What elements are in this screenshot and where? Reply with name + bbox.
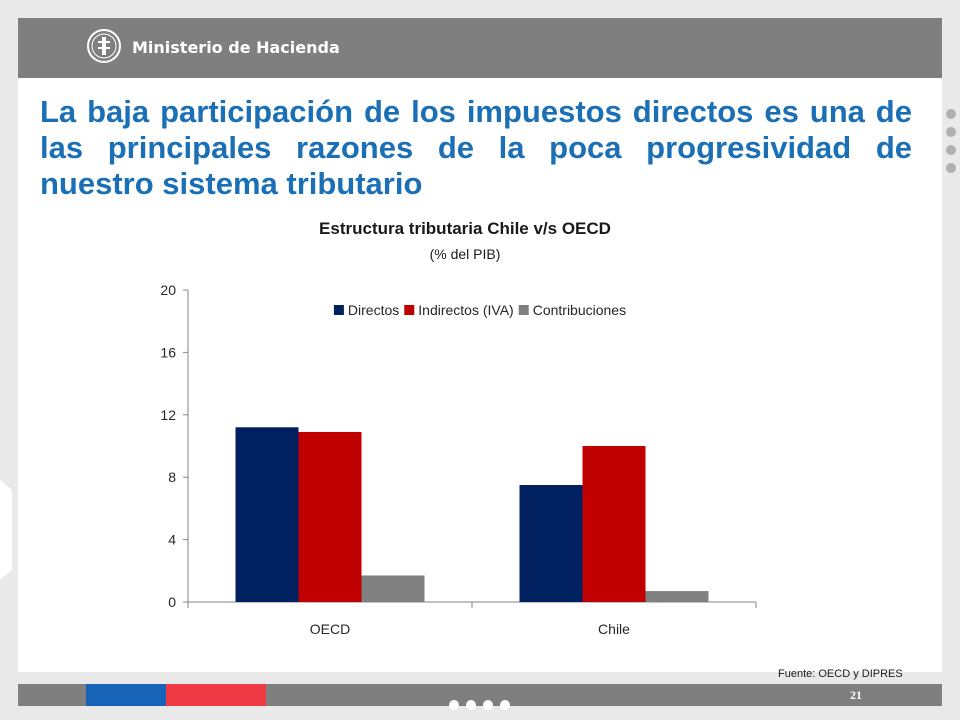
y-tick-label: 16	[160, 344, 176, 360]
x-tick-label: OECD	[310, 621, 350, 637]
bar	[645, 591, 709, 602]
y-tick-label: 20	[160, 282, 176, 298]
side-dots-decoration	[946, 109, 956, 173]
left-tab-decoration	[0, 480, 12, 580]
legend-label: Indirectos (IVA)	[418, 302, 513, 318]
ministry-name: Ministerio de Hacienda	[132, 38, 340, 57]
bar	[298, 431, 362, 602]
bar	[519, 485, 583, 602]
bar	[235, 427, 299, 602]
footer-red-stripe	[166, 684, 266, 706]
page-title: La baja participación de los impuestos d…	[40, 94, 912, 201]
x-tick-label: Chile	[598, 621, 630, 637]
source-note: Fuente: OECD y DIPRES	[778, 668, 903, 680]
legend-swatch	[518, 305, 529, 315]
y-tick-label: 8	[168, 469, 176, 485]
y-tick-label: 0	[168, 594, 176, 610]
legend-label: Contribuciones	[533, 302, 626, 318]
bar	[582, 446, 646, 602]
legend-label: Directos	[348, 302, 399, 318]
slide-background	[18, 18, 942, 672]
chart-title: Estructura tributaria Chile v/s OECD	[319, 219, 611, 238]
page-number: 21	[850, 688, 862, 702]
legend-swatch	[404, 305, 415, 315]
legend-swatch	[333, 305, 344, 315]
footer-blue-stripe	[86, 684, 166, 706]
y-tick-label: 4	[168, 532, 176, 548]
chart-subtitle: (% del PIB)	[429, 246, 501, 262]
header-bar	[18, 18, 942, 78]
bar	[361, 575, 425, 602]
ministry-seal-icon	[87, 29, 121, 63]
footer-dots-decoration	[449, 700, 510, 710]
y-tick-label: 12	[160, 407, 176, 423]
